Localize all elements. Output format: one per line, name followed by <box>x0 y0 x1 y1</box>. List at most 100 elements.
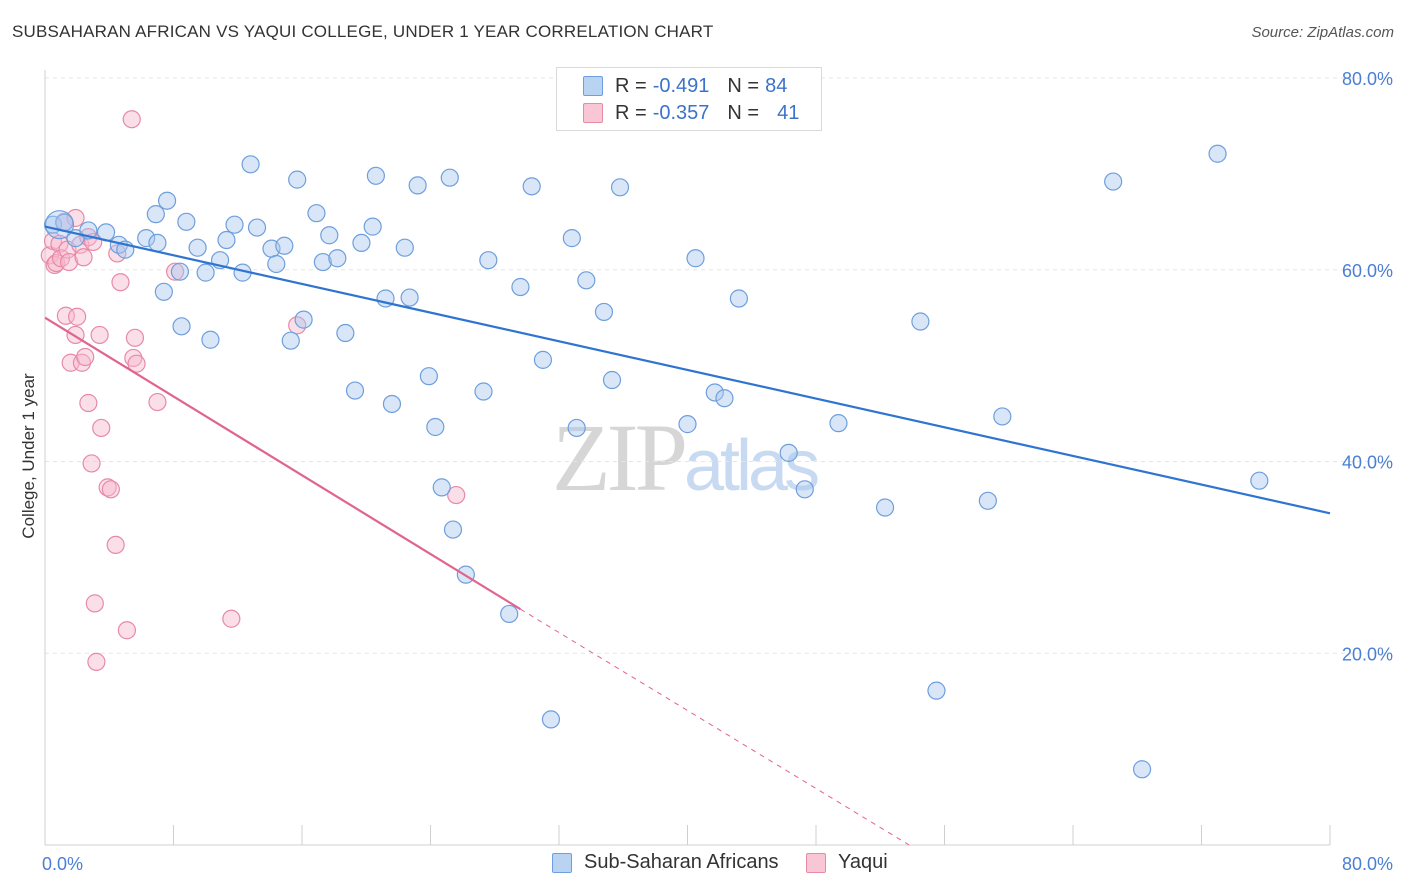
subsaharan-point <box>177 212 196 231</box>
subsaharan-point <box>419 367 438 386</box>
subsaharan-point <box>313 252 332 272</box>
axes <box>44 70 1331 846</box>
subsaharan-point <box>382 394 402 414</box>
subsaharan-point <box>443 520 463 539</box>
subsaharan-point <box>275 236 294 255</box>
trend-lines <box>44 225 1331 846</box>
subsaharan-point <box>288 170 307 189</box>
yaqui-point <box>87 652 106 671</box>
subsaharan-trend-line <box>44 225 1331 515</box>
legend-swatch-pink <box>583 103 603 123</box>
subsaharan-point <box>336 323 355 343</box>
subsaharan-point <box>196 263 215 282</box>
subsaharan-point <box>432 478 451 497</box>
subsaharan-point <box>594 302 614 322</box>
subsaharan-point <box>522 177 541 196</box>
yaqui-point <box>101 480 120 499</box>
legend-r-value: -0.357 <box>652 101 710 124</box>
legend-r-value: -0.491 <box>652 74 710 97</box>
yaqui-trend-extension <box>520 608 910 846</box>
legend-r-label: R = <box>615 101 647 124</box>
yaqui-point <box>82 454 101 473</box>
y-axis-label: College, Under 1 year <box>19 373 38 539</box>
yaqui-trend-line <box>44 316 522 611</box>
subsaharan-point <box>511 277 530 297</box>
yaqui-point <box>124 348 143 368</box>
yaqui-points <box>40 110 466 671</box>
subsaharan-point <box>247 218 267 237</box>
watermark-zip: ZIP <box>552 404 688 511</box>
subsaharan-point <box>137 229 156 248</box>
subsaharan-point <box>1250 471 1269 490</box>
subsaharan-point <box>267 254 286 274</box>
subsaharan-point <box>795 480 814 499</box>
source-credit: Source: ZipAtlas.com <box>1251 24 1394 41</box>
subsaharan-point <box>610 178 630 197</box>
yaqui-point <box>122 110 141 129</box>
subsaharan-point <box>363 217 382 236</box>
subsaharan-point <box>993 407 1012 426</box>
series-legend: Sub-Saharan Africans Yaqui <box>0 851 1406 877</box>
legend-item-yaqui[interactable]: Yaqui <box>806 851 888 874</box>
subsaharan-point <box>541 710 561 729</box>
yaqui-point <box>72 353 92 372</box>
stats-legend: R = -0.491 N = 84 R = -0.357 N = 41 <box>556 67 822 131</box>
chart-title: SUBSAHARAN AFRICAN VS YAQUI COLLEGE, UND… <box>12 22 714 41</box>
subsaharan-point <box>307 204 326 223</box>
yaqui-point <box>125 328 145 347</box>
subsaharan-point <box>366 166 385 185</box>
yaqui-point <box>85 594 104 613</box>
legend-row-subsaharan: R = -0.491 N = 84 <box>583 72 787 100</box>
subsaharan-point <box>217 230 236 250</box>
subsaharan-point <box>294 310 313 329</box>
subsaharan-point <box>352 233 371 253</box>
yaqui-point <box>90 325 109 345</box>
subsaharan-cluster-point <box>44 210 75 240</box>
yaqui-point <box>98 478 117 497</box>
subsaharan-point <box>172 317 191 336</box>
subsaharan-point <box>408 176 427 195</box>
subsaharan-point <box>281 331 300 350</box>
legend-n-value: 41 <box>777 101 800 124</box>
subsaharan-point <box>170 262 190 281</box>
subsaharan-point <box>157 191 177 210</box>
yaqui-point <box>79 393 98 413</box>
x-tick-label: 80.0% <box>1342 854 1393 874</box>
subsaharan-point <box>927 681 946 700</box>
y-tick-label: 80.0% <box>1342 69 1393 89</box>
subsaharan-point <box>474 382 493 401</box>
yaqui-point <box>66 208 85 228</box>
legend-row-yaqui: R = -0.357 N = 41 <box>583 99 799 127</box>
subsaharan-point <box>395 238 414 257</box>
watermark: ZIPatlas <box>552 402 820 513</box>
y-tick-label: 40.0% <box>1342 453 1393 473</box>
subsaharan-point <box>146 205 165 224</box>
subsaharan-point <box>426 417 445 437</box>
subsaharan-point <box>479 251 498 270</box>
subsaharan-point <box>225 215 244 234</box>
subsaharan-point <box>188 238 207 257</box>
subsaharan-point <box>1132 760 1152 779</box>
yaqui-point <box>166 262 185 281</box>
legend-label-yaqui: Yaqui <box>838 851 888 873</box>
subsaharan-point <box>577 271 596 290</box>
yaqui-point <box>111 273 130 292</box>
yaqui-point <box>117 621 137 640</box>
legend-r-label: R = <box>615 74 647 97</box>
x-tick-label: 0.0% <box>42 854 83 874</box>
subsaharan-point <box>686 249 705 268</box>
yaqui-point <box>59 252 79 272</box>
subsaharan-point <box>602 370 622 390</box>
subsaharan-point <box>201 330 220 349</box>
legend-n-value: 84 <box>765 74 788 97</box>
tick-labels: 20.0% 40.0% 60.0% 80.0% 0.0% 80.0% <box>42 69 1393 874</box>
subsaharan-point <box>1104 172 1123 191</box>
yaqui-point <box>148 392 167 412</box>
subsaharan-point <box>241 155 260 174</box>
yaqui-point <box>92 418 111 438</box>
yaqui-point <box>222 609 241 628</box>
subsaharan-point <box>154 282 173 301</box>
legend-item-subsaharan[interactable]: Sub-Saharan Africans <box>552 851 779 874</box>
yaqui-point <box>447 485 466 505</box>
